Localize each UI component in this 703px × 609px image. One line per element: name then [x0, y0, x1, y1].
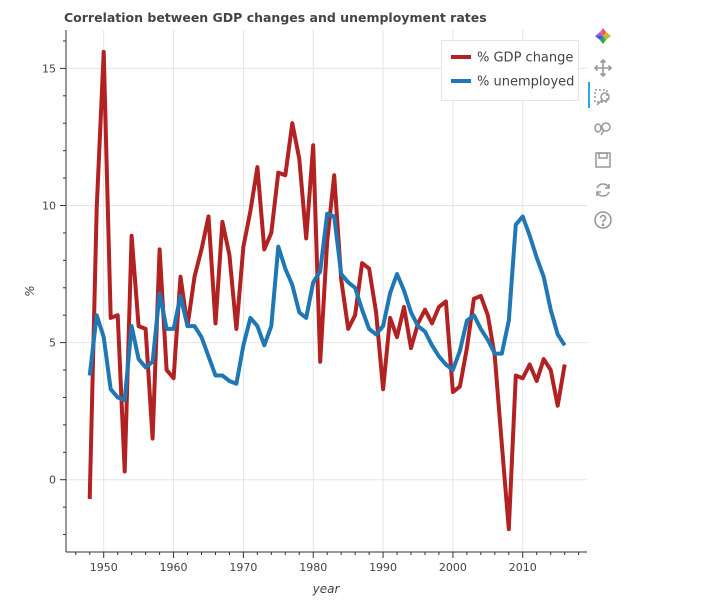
y-tick-label: 5: [49, 337, 56, 350]
unemployed-line: [87, 211, 567, 403]
x-tick-label: 1950: [90, 561, 118, 574]
y-tick-label: 10: [42, 199, 56, 212]
series-layer: [87, 49, 567, 532]
grid: [66, 30, 587, 551]
legend-box: [441, 40, 579, 101]
legend-label-gdp: % GDP change: [477, 51, 573, 66]
x-axis-label: year: [312, 582, 341, 596]
x-tick-label: 2000: [439, 561, 467, 574]
y-tick-label: 0: [49, 474, 56, 487]
active-tool-indicator: [588, 82, 590, 108]
x-tick-label: 1960: [160, 561, 188, 574]
axes: 1950 1960 1970 1980 1990 2000 2010 0 5 10 15: [42, 30, 587, 574]
bokeh-logo-icon[interactable]: [593, 26, 613, 46]
save-icon[interactable]: [593, 150, 613, 170]
gdp-change-line: [87, 49, 567, 532]
reset-icon[interactable]: [593, 180, 613, 200]
help-icon[interactable]: [593, 210, 613, 230]
x-tick-label: 1980: [299, 561, 327, 574]
legend-label-unemployed: % unemployed: [477, 75, 574, 90]
x-tick-label: 1990: [369, 561, 397, 574]
chart-title: Correlation between GDP changes and unem…: [64, 10, 487, 25]
wheel-zoom-icon[interactable]: [593, 119, 613, 139]
box-zoom-icon[interactable]: [593, 88, 613, 108]
x-tick-label: 2010: [509, 561, 537, 574]
y-axis-label: %: [23, 285, 37, 296]
x-tick-label: 1970: [229, 561, 257, 574]
legend: % GDP change % unemployed: [441, 40, 579, 101]
pan-icon[interactable]: [593, 58, 613, 78]
y-tick-label: 15: [42, 62, 56, 75]
